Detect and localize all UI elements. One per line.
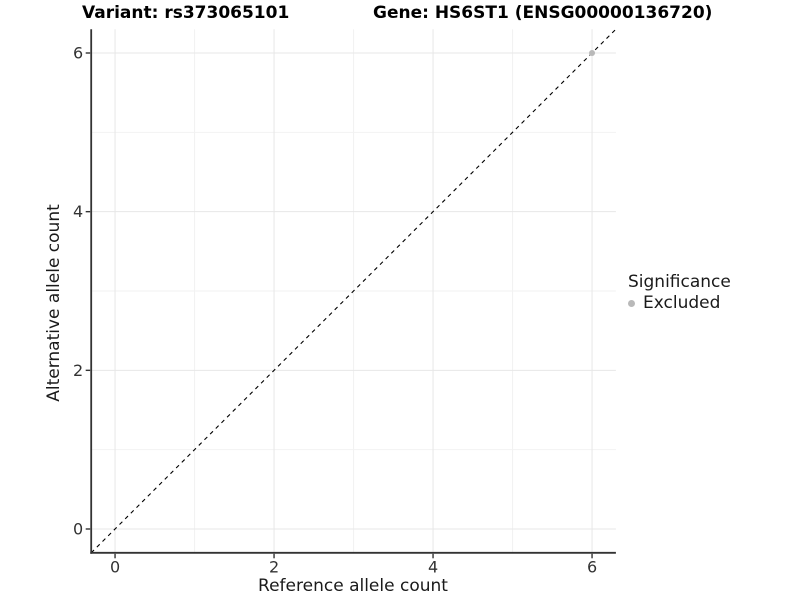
legend-point-icon	[628, 299, 635, 307]
data-point-excluded	[589, 50, 596, 56]
x-tick-label: 0	[110, 557, 120, 576]
y-tick-label: 4	[73, 202, 83, 221]
x-tick-label: 4	[428, 557, 438, 576]
y-tick-label: 2	[73, 361, 83, 380]
y-axis-label: Alternative allele count	[44, 204, 64, 402]
identity-line	[90, 28, 617, 554]
y-tick-label: 0	[73, 520, 83, 539]
x-tick-label: 2	[269, 557, 279, 576]
y-tick-label: 6	[73, 44, 83, 63]
legend-item-excluded: Excluded	[628, 293, 731, 313]
legend: Significance Excluded	[628, 272, 731, 313]
variant-title: Variant: rs373065101	[82, 3, 290, 23]
legend-title: Significance	[628, 272, 731, 292]
x-axis-label: Reference allele count	[258, 576, 448, 596]
x-tick-label: 6	[587, 557, 597, 576]
legend-item-label: Excluded	[643, 293, 721, 313]
gene-title: Gene: HS6ST1 (ENSG00000136720)	[373, 3, 713, 23]
